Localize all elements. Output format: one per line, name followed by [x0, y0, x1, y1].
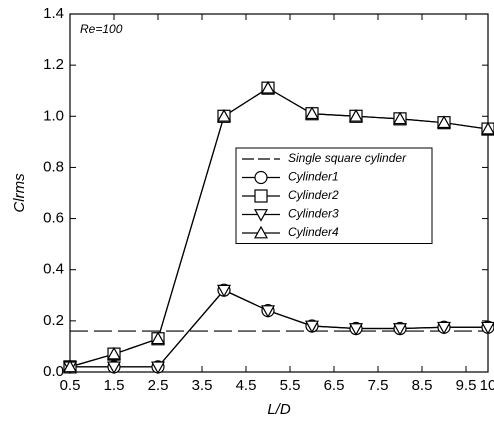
- legend-label: Cylinder4: [288, 225, 339, 239]
- legend-label: Cylinder2: [288, 188, 339, 202]
- marker: [392, 323, 408, 336]
- legend-marker: [253, 225, 269, 239]
- marker: [348, 109, 364, 122]
- marker: [304, 320, 320, 334]
- marker: [216, 109, 232, 122]
- marker: [150, 361, 166, 375]
- x-tick-label: 8.5: [412, 377, 433, 394]
- marker: [436, 115, 452, 129]
- marker: [260, 305, 276, 318]
- legend: Single square cylinder Cylinder1 Cylinder2…: [235, 147, 433, 244]
- marker: [348, 323, 364, 336]
- marker: [106, 361, 122, 375]
- y-tick-label: 0.4: [43, 261, 64, 278]
- x-tick-label: 5.5: [280, 377, 301, 394]
- y-tick-label: 0.6: [43, 210, 64, 227]
- series-line: [69, 87, 489, 368]
- x-tick-label: 4.5: [236, 377, 257, 394]
- series-line: [70, 289, 488, 368]
- x-tick-label: 10: [480, 377, 494, 394]
- y-axis-label: Clrms: [11, 173, 28, 213]
- marker: [480, 121, 494, 135]
- legend-label: Cylinder3: [288, 207, 339, 221]
- x-tick-label: 1.5: [104, 377, 125, 394]
- x-tick-label: 2.5: [148, 377, 169, 394]
- x-tick-label: 0.5: [60, 377, 81, 394]
- x-tick-label: 7.5: [368, 377, 389, 394]
- x-axis-label: L/D: [267, 401, 291, 418]
- marker: [216, 284, 232, 298]
- marker: [480, 321, 494, 335]
- marker: [150, 331, 166, 345]
- legend-marker: [253, 209, 269, 222]
- y-tick-label: 0.8: [43, 158, 64, 175]
- y-tick-label: 1.4: [43, 5, 64, 22]
- marker: [392, 111, 408, 125]
- marker: [62, 359, 78, 373]
- y-tick-label: 0.0: [43, 363, 64, 380]
- marker: [106, 346, 122, 360]
- marker: [304, 106, 320, 120]
- marker: [260, 80, 276, 94]
- marker: [436, 321, 452, 335]
- y-tick-label: 1.0: [43, 107, 64, 124]
- x-tick-label: 6.5: [324, 377, 345, 394]
- plot-frame: [69, 13, 489, 373]
- y-tick-label: 1.2: [43, 56, 64, 73]
- legend-label: Single square cylinder: [288, 151, 407, 165]
- annotation: Re=100: [80, 22, 123, 36]
- series-line: [70, 289, 488, 368]
- legend-marker: [254, 170, 268, 185]
- y-tick-label: 0.2: [43, 312, 64, 329]
- x-tick-label: 9.5: [456, 377, 477, 394]
- x-tick-label: 3.5: [192, 377, 213, 394]
- legend-marker: [254, 189, 268, 203]
- legend-label: Cylinder1: [288, 170, 339, 184]
